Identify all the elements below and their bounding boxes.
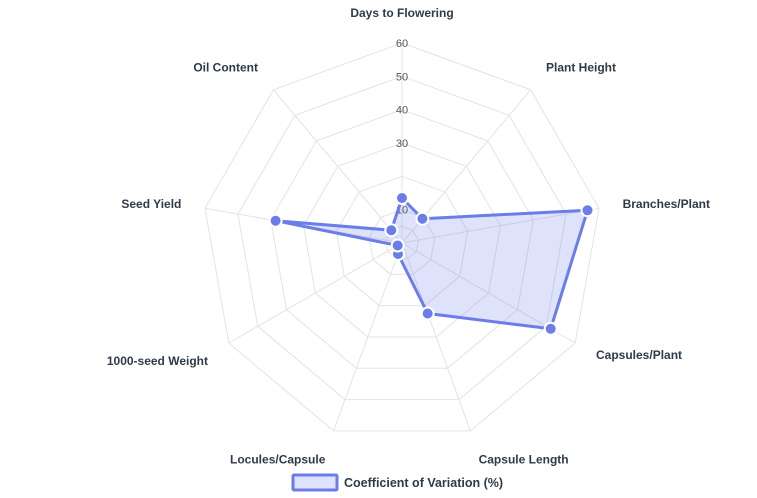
axis-label: Seed Yield (121, 197, 181, 211)
axis-label: Oil Content (193, 60, 258, 74)
axis-label: Branches/Plant (623, 197, 710, 211)
grid-ring (204, 42, 600, 432)
data-point[interactable] (420, 306, 435, 321)
legend-label[interactable]: Coefficient of Variation (%) (344, 476, 503, 490)
axis-label: Capsules/Plant (596, 348, 682, 362)
axis-label: Plant Height (546, 60, 616, 74)
grid-spoke (401, 242, 471, 432)
radial-tick-label: 30 (396, 138, 408, 150)
grid-ring (237, 75, 567, 401)
data-point[interactable] (543, 321, 558, 336)
data-point[interactable] (580, 203, 595, 218)
axis-label: Capsule Length (479, 453, 569, 467)
grid-spoke (228, 242, 403, 344)
grid-spoke (273, 89, 403, 244)
grid-layer (204, 42, 600, 432)
data-point[interactable] (395, 191, 409, 205)
grid-spoke (401, 207, 600, 244)
grid-ring (302, 142, 502, 338)
grid-ring (270, 109, 534, 369)
axis-label: Days to Flowering (350, 6, 453, 20)
series-area (274, 196, 589, 331)
series-layer (268, 191, 595, 336)
radial-tick-label: 40 (396, 105, 408, 117)
legend-swatch[interactable] (291, 473, 339, 492)
radial-tick-label: 50 (396, 71, 408, 83)
grid-ring (335, 175, 469, 307)
axis-label: Locules/Capsule (230, 453, 326, 467)
axis-labels: Days to Flowering Plant Height Branches/Pl… (107, 6, 710, 467)
radial-tick-label: 60 (396, 38, 408, 50)
legend[interactable]: Coefficient of Variation (%) (291, 473, 503, 492)
grid-spoke (333, 242, 403, 432)
data-point[interactable] (268, 213, 283, 228)
data-point[interactable] (384, 223, 399, 238)
data-point[interactable] (390, 238, 405, 253)
axis-label: 1000-seed Weight (107, 354, 208, 368)
data-point[interactable] (415, 211, 430, 226)
